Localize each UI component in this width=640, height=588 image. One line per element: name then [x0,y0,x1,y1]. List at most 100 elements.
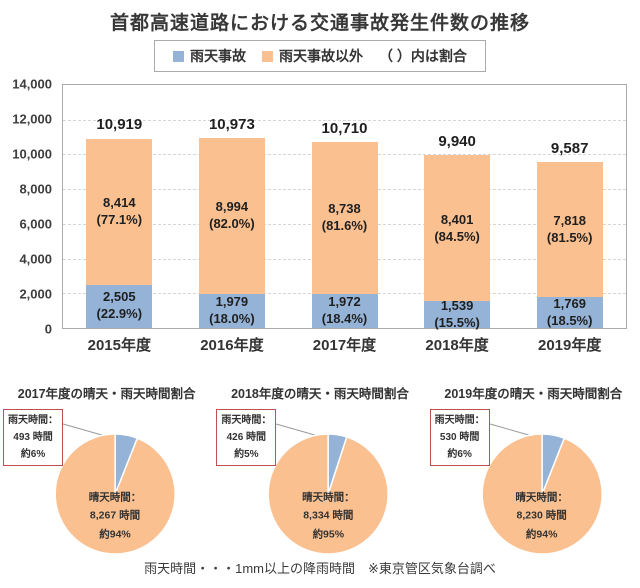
pie-svg [481,423,603,555]
y-axis-tick: 4,000 [19,251,52,267]
y-axis-tick: 6,000 [19,216,52,232]
bar-group: 10,973 8,994 (82.0%) 1,979 (18.0%) [198,85,265,328]
clear-time-label-line: 約94% [99,528,131,541]
page-title: 首都高速道路における交通事故発生件数の推移 [109,13,530,34]
rain-bar-label: 1,972 (18.4%) [321,294,368,326]
rain-time-callout: 雨天時間： 530 時間 約6% [429,409,490,466]
callout-line: 雨天時間： [434,415,485,426]
nonrain-bar-segment [536,161,603,298]
rain-bar-segment [424,301,491,328]
clear-time-label-line: 8,230 時間 [516,509,567,522]
nonrain-legend-swatch-icon [262,50,274,62]
legend-item-nonrain: 雨天事故以外 [262,46,363,66]
clear-time-label-line: 約95% [312,528,345,541]
bar-total-label: 9,587 [550,139,589,157]
legend-row: 雨天事故 雨天事故以外 （ ）内は割合 [0,40,640,72]
clear-time-label-line: 約94% [525,528,558,541]
nonrain-bar-segment [86,138,153,285]
nonrain-legend-label: 雨天事故以外 [279,48,364,64]
nonrain-bar-label: 8,738 (81.6%) [321,201,368,233]
clear-time-label: 晴天時間： 8,334 時間 約95% [302,488,355,543]
x-axis: 2015年度 2016年度 2017年度 2018年度 2019年度 [63,334,626,355]
x-axis-label: 2016年度 [200,337,264,354]
gridline [63,119,626,121]
clear-time-label-line: 8,267 時間 [89,509,141,522]
nonrain-bar-label: 8,414 (77.1%) [96,194,143,227]
rain-bar-segment [536,297,603,328]
rain-bar-label: 2,505 (22.9%) [96,289,143,322]
bar-group: 9,587 7,818 (81.5%) 1,769 (18.5%) [536,85,603,328]
plot-area: 10,919 8,414 (77.1%) 2,505 (22.9%) 10,973 8,99… [62,84,627,330]
rain-bar-label: 1,769 (18.5%) [546,295,593,328]
callout-line: 約6% [447,449,472,460]
clear-time-label-line: 晴天時間： [515,491,568,504]
pie-area: 雨天時間： 426 時間 約5% 晴天時間： 8,334 時間 約95% [213,404,426,556]
rain-legend-label: 雨天事故 [190,48,247,64]
clear-time-label-line: 晴天時間： [302,491,355,504]
rain-bar-segment [311,293,378,328]
pie-area: 雨天時間： 530 時間 約6% 晴天時間： 8,230 時間 約94% [427,404,640,556]
pie-title: 2018年度の晴天・雨天時間割合 [231,387,409,401]
y-axis-tick: 14,000 [12,76,52,92]
y-axis-tick: 0 [44,321,52,337]
y-axis-tick: 2,000 [19,286,52,302]
callout-line: 約6% [20,449,46,460]
bar-total-label: 9,940 [438,133,476,151]
pie-chart: 2017年度の晴天・雨天時間割合雨天時間： 493 時間 約6% 晴天時間： 8,267… [0,383,213,556]
clear-time-label: 晴天時間： 8,230 時間 約94% [515,488,568,543]
bar-total-label: 10,710 [321,120,368,138]
y-axis-tick: 10,000 [12,146,52,162]
pie-title: 2019年度の晴天・雨天時間割合 [444,387,623,401]
rain-bar-segment [198,293,265,328]
nonrain-bar-segment [198,137,265,294]
nonrain-bar-segment [311,142,378,294]
bar-group: 10,919 8,414 (77.1%) 2,505 (22.9%) [86,85,153,328]
rain-bar-segment [86,284,153,328]
x-axis-label: 2019年度 [537,337,602,354]
rain-time-callout: 雨天時間： 426 時間 約5% [216,409,277,466]
callout-line: 530 時間 [439,432,480,443]
pie-area: 雨天時間： 493 時間 約6% 晴天時間： 8,267 時間 約94% [0,404,213,556]
callout-line: 雨天時間： [8,415,58,426]
pie-title: 2017年度の晴天・雨天時間割合 [17,387,196,401]
rain-legend-swatch-icon [173,50,185,62]
clear-time-label-line: 8,334 時間 [303,509,354,522]
rain-time-slice [541,433,565,495]
bar-group: 9,940 8,401 (84.5%) 1,539 (15.5%) [424,85,491,330]
pie-chart: 2018年度の晴天・雨天時間割合雨天時間： 426 時間 約5% 晴天時間： 8,334… [213,383,426,556]
legend: 雨天事故 雨天事故以外 （ ）内は割合 [154,40,486,72]
pie-svg [54,423,176,555]
rain-time-callout: 雨天時間： 493 時間 約6% [3,409,63,466]
rain-time-slice [114,433,139,495]
callout-line: 約5% [234,449,259,460]
y-axis-tick: 12,000 [12,111,52,127]
nonrain-bar-segment [424,155,491,302]
nonrain-bar-label: 8,401 (84.5%) [434,211,480,244]
callout-line: 426 時間 [226,432,267,443]
pie-chart: 2019年度の晴天・雨天時間割合雨天時間： 530 時間 約6% 晴天時間： 8,230… [427,383,640,556]
nonrain-bar-label: 8,994 (82.0%) [209,198,255,231]
rain-bar-label: 1,979 (18.0%) [209,293,255,326]
bar-total-label: 10,919 [96,116,143,134]
clear-time-label-line: 晴天時間： [88,491,142,504]
callout-line: 雨天時間： [221,415,272,426]
rain-bar-label: 1,539 (15.5%) [434,297,480,330]
footnote: 雨天時間・・・1mm以上の降雨時間 ※東京管区気象台調べ [144,561,496,576]
x-axis-label: 2015年度 [87,337,151,354]
x-axis-label: 2017年度 [312,337,377,354]
x-axis-label: 2018年度 [425,337,489,354]
bar-group: 10,710 8,738 (81.6%) 1,972 (18.4%) [311,85,378,328]
legend-note: （ ）内は割合 [379,48,467,64]
pie-section: 2017年度の晴天・雨天時間割合 雨天時間： 493 時間 約6% 晴天時間： 8,267… [0,383,640,556]
y-axis-tick: 8,000 [19,181,52,197]
infographic: 首都高速道路における交通事故発生件数の推移 雨天事故 雨天事故以外 （ ）内は割… [0,8,640,577]
clear-time-label: 晴天時間： 8,267 時間 約94% [89,488,142,543]
y-axis: 14,000 12,000 10,000 8,000 6,000 4,000 2,000 0 [0,77,62,337]
pie-svg [267,423,390,555]
callout-line: 493 時間 [13,432,53,443]
bar-chart: 14,000 12,000 10,000 8,000 6,000 4,000 2,000 0 … [0,77,640,337]
rain-time-slice [327,433,348,495]
nonrain-bar-label: 7,818 (81.5%) [546,212,593,245]
bar-total-label: 10,973 [208,115,255,133]
legend-item-rain: 雨天事故 [173,46,246,66]
